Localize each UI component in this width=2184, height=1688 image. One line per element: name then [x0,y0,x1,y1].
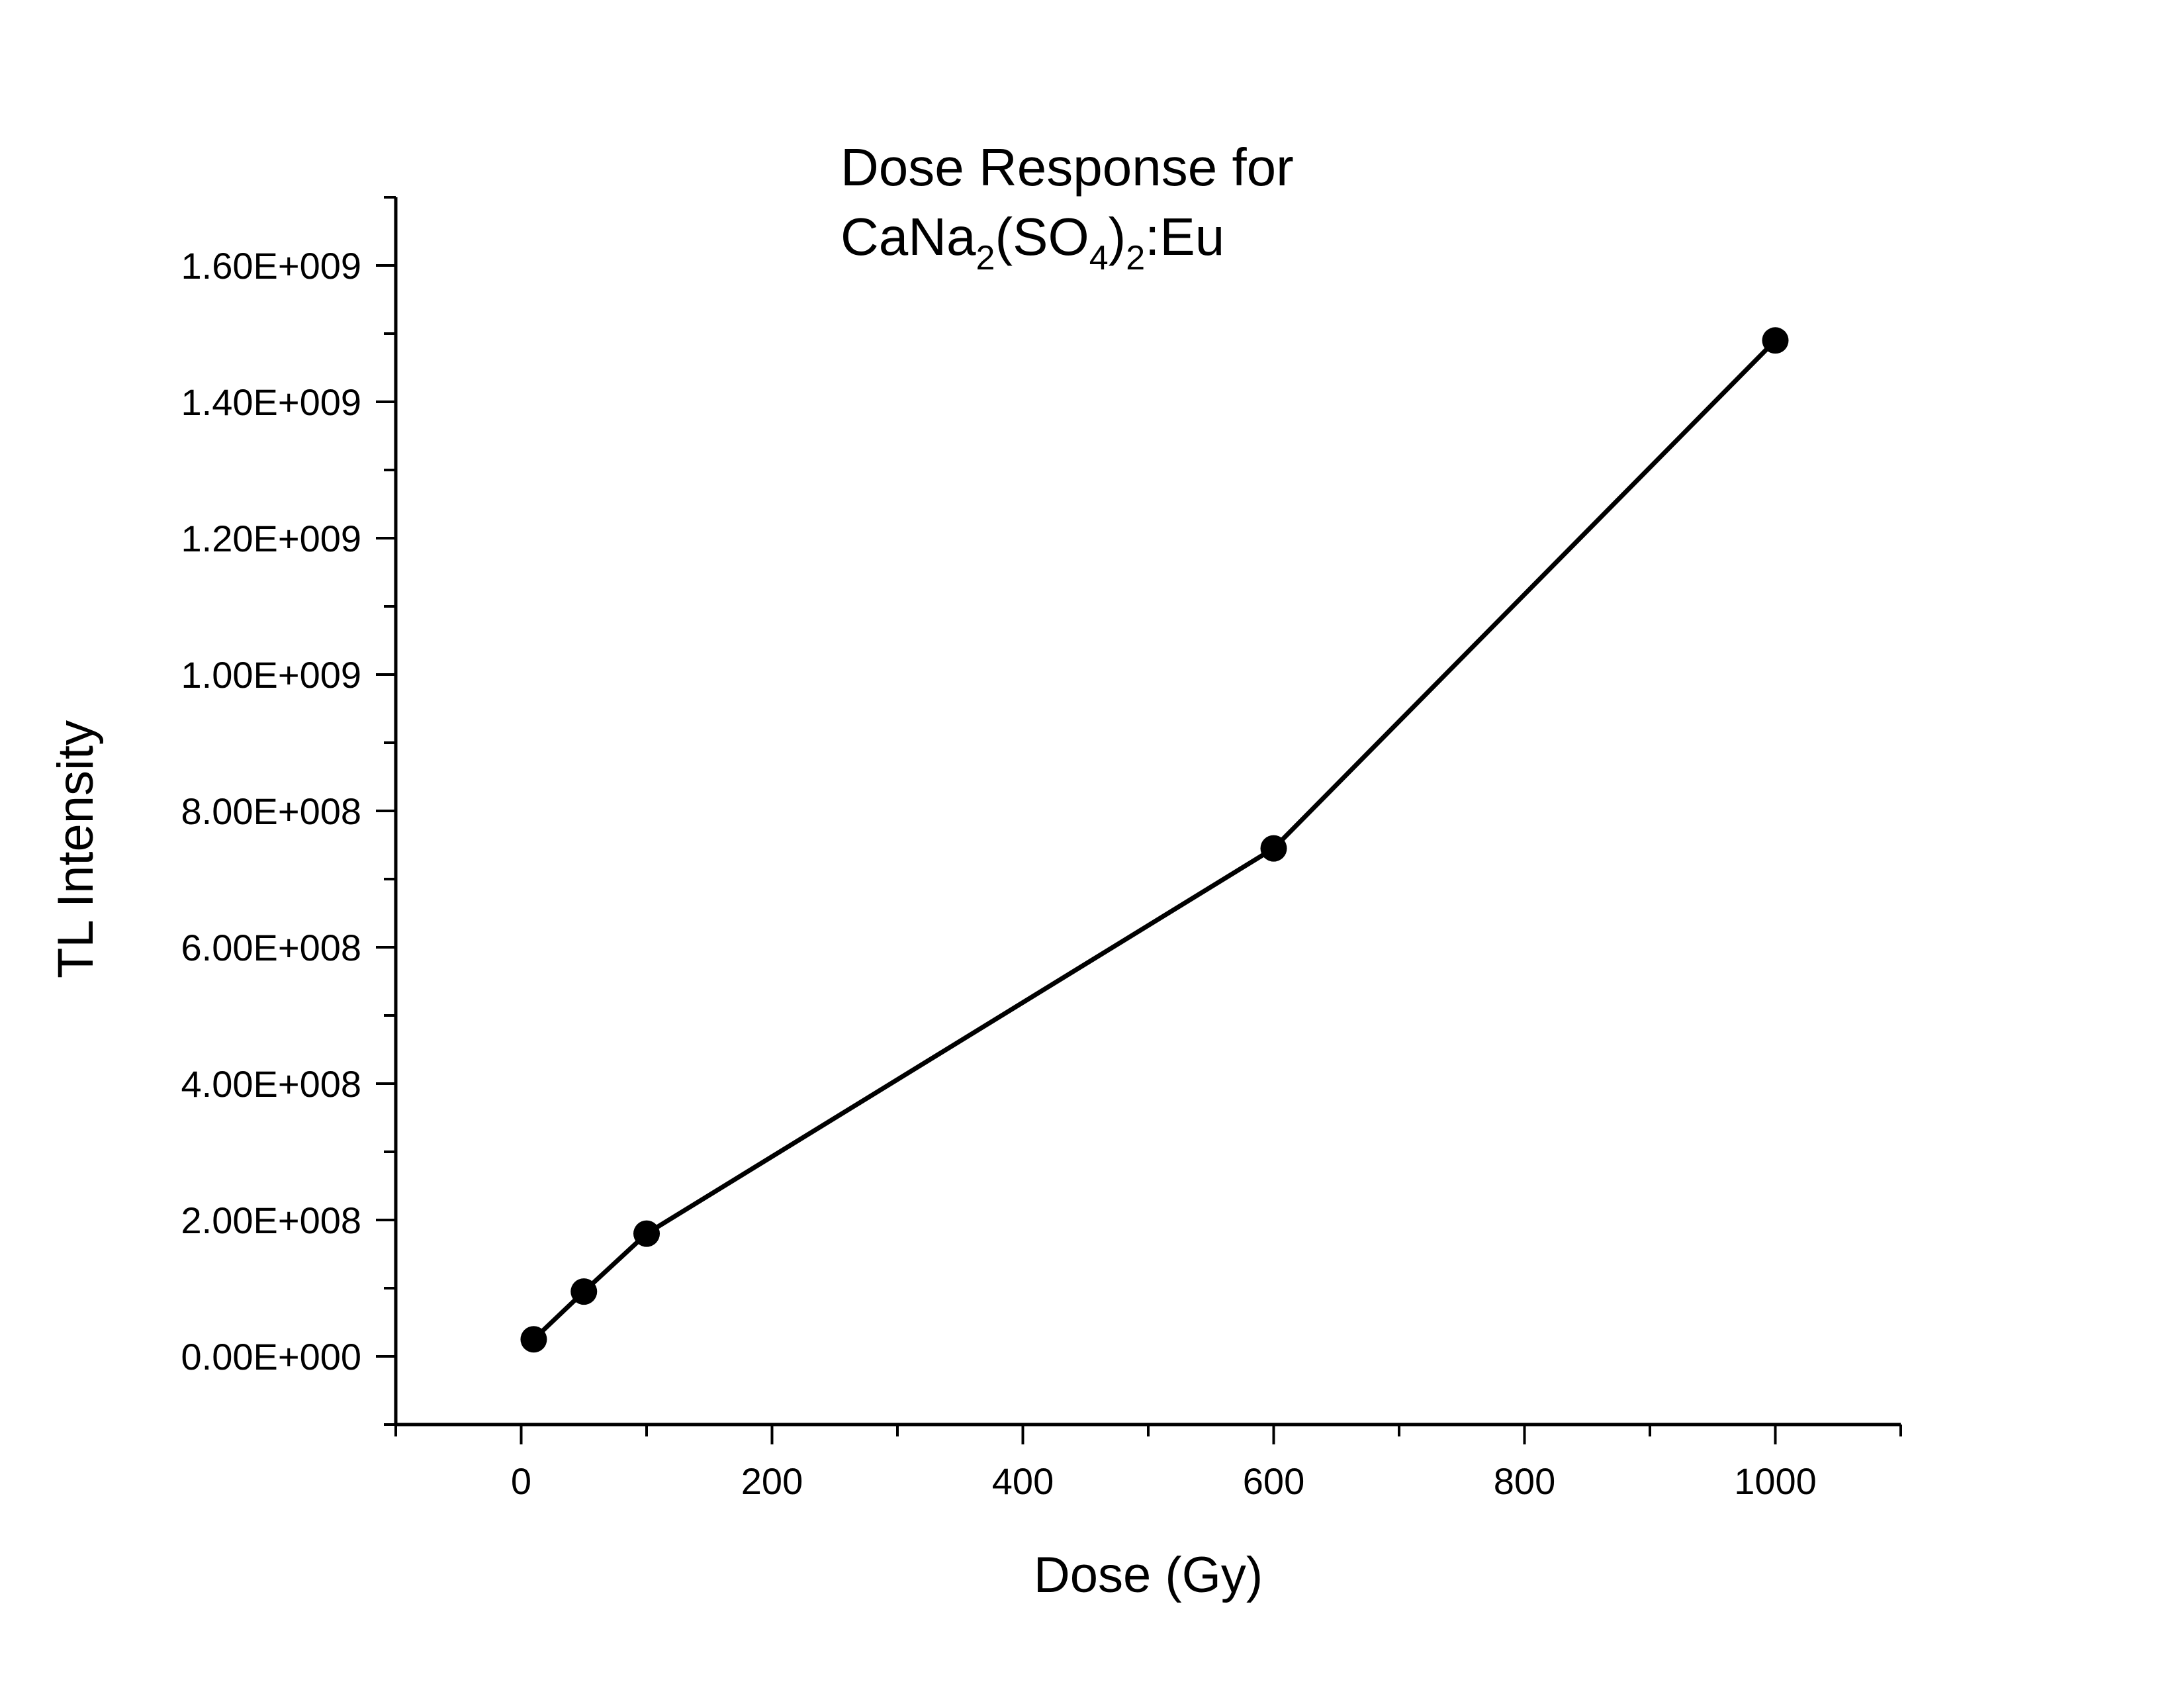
data-point [1260,835,1287,862]
title-segment: :Eu [1145,207,1224,266]
x-tick-label: 800 [1494,1460,1555,1502]
y-tick-label: 8.00E+008 [181,790,361,832]
x-tick-label: 600 [1243,1460,1304,1502]
chart-title-line2: CaNa2(SO4)2:Eu [841,207,1224,277]
x-tick-label: 200 [741,1460,803,1502]
y-tick-label: 1.60E+009 [181,245,361,287]
x-tick-label: 0 [511,1460,531,1502]
title-subscript: 2 [976,239,995,277]
y-axis-title: TL Intensity [48,720,104,978]
y-tick-label: 0.00E+000 [181,1336,361,1378]
title-segment: CaNa [841,207,976,266]
chart-title-line1: Dose Response for [841,138,1294,197]
y-tick-label: 4.00E+008 [181,1063,361,1105]
series-line [532,338,1777,1341]
x-axis-title: Dose (Gy) [1034,1547,1263,1603]
data-point [633,1220,660,1247]
y-tick-label: 1.20E+009 [181,518,361,559]
title-segment: ) [1109,207,1126,266]
y-tick-label: 2.00E+008 [181,1199,361,1241]
y-axis-ticks: 0.00E+000 2.00E+008 4.00E+008 6.00E+008 8.00… [181,196,396,1426]
x-tick-label: 1000 [1734,1460,1817,1502]
y-tick-label: 1.00E+009 [181,654,361,696]
data-series [520,327,1789,1353]
data-point [1762,327,1789,354]
x-tick-label: 400 [992,1460,1054,1502]
y-tick-label: 6.00E+008 [181,927,361,968]
data-point [570,1278,598,1305]
title-segment: (SO [995,207,1089,266]
data-point [520,1326,547,1353]
axes [394,197,1901,1427]
x-axis-ticks: 0 200 400 600 800 1000 [394,1425,1902,1502]
title-subscript: 4 [1089,239,1109,277]
title-subscript: 2 [1126,239,1145,277]
y-tick-label: 1.40E+009 [181,381,361,423]
